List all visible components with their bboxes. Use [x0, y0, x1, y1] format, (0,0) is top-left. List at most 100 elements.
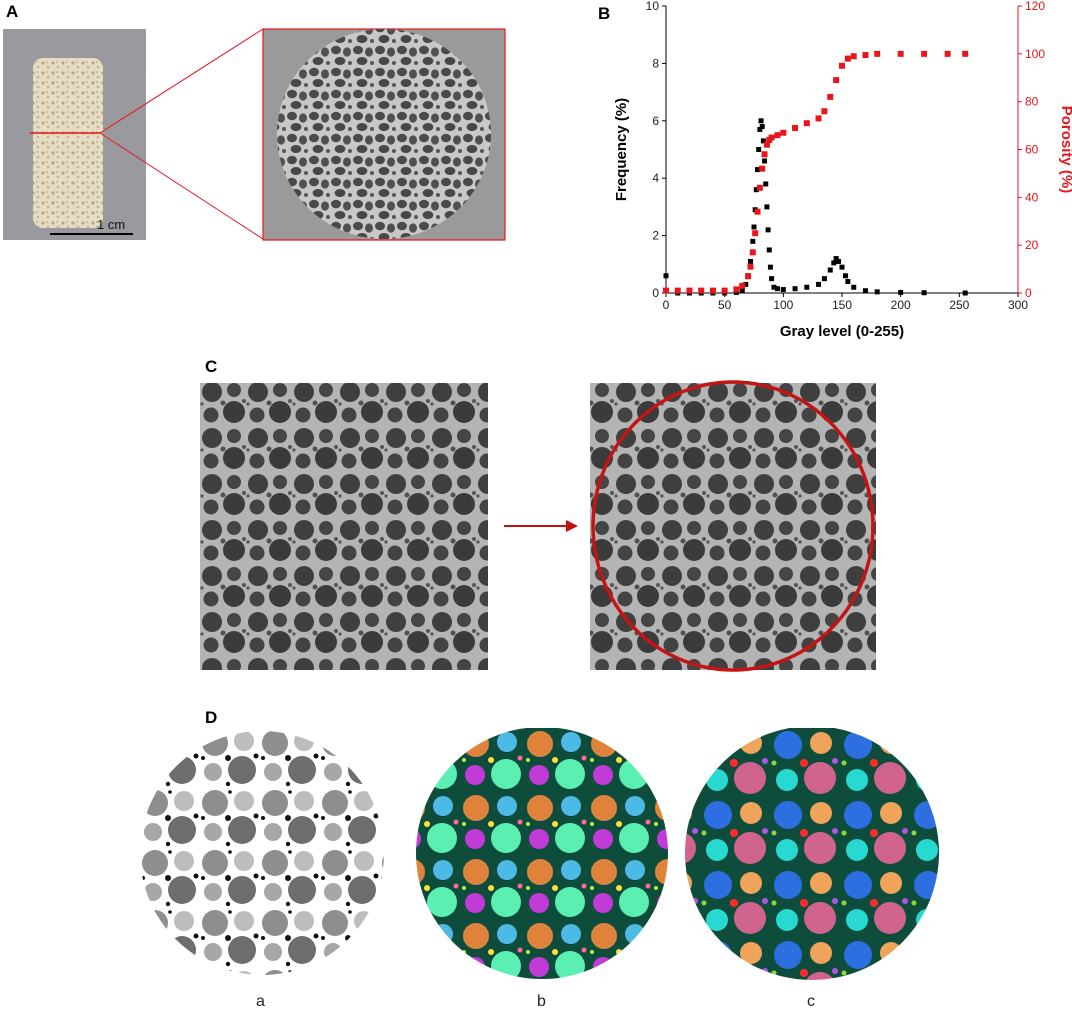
roi-circle	[591, 380, 875, 672]
arrow-head	[566, 520, 578, 532]
porosity-point	[754, 208, 761, 215]
sublabel-a: a	[256, 993, 265, 1010]
frequency-point	[874, 289, 880, 295]
ct-slice-disc	[277, 29, 491, 239]
frequency-point	[827, 267, 833, 273]
oversegmented-color-disc	[416, 728, 668, 979]
frequency-point	[750, 238, 756, 244]
frequency-point	[739, 287, 745, 293]
series-porosity	[663, 50, 969, 294]
y-right-tick-label: 80	[1025, 95, 1039, 109]
porosity-point	[821, 108, 828, 115]
frequency-point	[843, 273, 849, 279]
porosity-point	[827, 93, 834, 100]
x-tick-label: 0	[663, 298, 670, 312]
frequency-point	[767, 264, 773, 270]
frequency-point	[821, 276, 827, 282]
porosity-point	[745, 273, 752, 280]
segmented-grayscale-disc	[140, 731, 384, 975]
frequency-point	[921, 290, 927, 296]
y-right-tick-label: 100	[1025, 47, 1045, 61]
ct-crop-masked	[590, 383, 876, 670]
porosity-point	[833, 77, 840, 84]
series-frequency	[663, 118, 968, 296]
frequency-point	[851, 284, 857, 290]
y-right-axis-title: Porosity (%)	[1058, 106, 1072, 194]
panel-label-d: D	[205, 708, 218, 727]
y-left-tick-label: 4	[652, 171, 659, 185]
frequency-point	[845, 279, 851, 285]
x-tick-label: 50	[718, 298, 732, 312]
x-tick-label: 150	[832, 298, 852, 312]
x-tick-label: 250	[949, 298, 969, 312]
porosity-point	[761, 151, 768, 158]
zoom-line-bottom	[99, 132, 264, 240]
frequency-point	[962, 290, 968, 296]
frequency-point	[743, 281, 749, 287]
x-tick-label: 200	[891, 298, 911, 312]
porosity-point	[962, 50, 969, 57]
frequency-point	[765, 227, 771, 233]
porosity-point	[759, 165, 766, 172]
frequency-point	[862, 288, 868, 294]
y-right-tick-label: 0	[1025, 286, 1032, 300]
porosity-point	[897, 50, 904, 57]
frequency-point	[835, 258, 841, 264]
foam-cylinder	[33, 58, 103, 228]
panel-d-figure	[140, 728, 939, 980]
porosity-point	[686, 287, 693, 294]
frequency-point	[758, 118, 764, 124]
frequency-point	[780, 287, 786, 293]
frequency-point	[756, 147, 762, 152]
porosity-point	[921, 50, 928, 57]
x-axis-title: Gray level (0-255)	[780, 323, 904, 340]
frequency-point	[762, 158, 768, 164]
porosity-point	[709, 287, 716, 294]
y-right-tick-label: 40	[1025, 190, 1039, 204]
y-left-tick-label: 0	[652, 286, 659, 300]
panel-label-b: B	[598, 4, 611, 23]
frequency-point	[764, 204, 770, 210]
porosity-point	[850, 53, 857, 60]
frequency-point	[833, 256, 839, 262]
frequency-point	[816, 281, 822, 287]
porosity-point	[733, 286, 740, 293]
frequency-point	[839, 264, 845, 270]
porosity-point	[792, 124, 799, 131]
porosity-point	[774, 132, 781, 139]
porosity-point	[739, 282, 746, 289]
y-left-tick-label: 2	[652, 229, 659, 243]
frequency-point	[771, 284, 777, 290]
frequency-point	[792, 286, 798, 292]
zoom-line-top	[99, 28, 264, 134]
frequency-point	[774, 286, 780, 292]
y-right-tick-label: 120	[1025, 0, 1045, 13]
frequency-point	[804, 284, 810, 290]
scale-bar-label: 1 cm	[97, 217, 126, 232]
y-left-tick-label: 8	[652, 56, 659, 70]
frequency-point	[759, 124, 765, 130]
panel-a-figure	[3, 28, 506, 241]
porosity-point	[944, 50, 951, 57]
porosity-point	[756, 184, 763, 191]
porosity-point	[763, 141, 770, 148]
porosity-point	[874, 50, 881, 57]
x-tick-label: 100	[773, 298, 793, 312]
porosity-point	[815, 115, 822, 122]
frequency-point	[755, 167, 761, 173]
porosity-point	[803, 120, 810, 127]
y-left-tick-label: 6	[652, 114, 659, 128]
final-labeled-color-disc	[685, 728, 939, 980]
porosity-point	[698, 287, 705, 294]
ct-crop-original	[200, 383, 488, 670]
panel-label-c: C	[205, 357, 218, 376]
frequency-point	[733, 289, 739, 295]
porosity-point	[844, 55, 851, 62]
porosity-point	[749, 249, 756, 256]
sublabel-c: c	[807, 993, 815, 1010]
porosity-point	[721, 287, 728, 294]
porosity-point	[747, 263, 754, 270]
y-left-tick-label: 10	[646, 0, 660, 13]
porosity-point	[752, 230, 759, 237]
panel-c-figure	[200, 380, 876, 672]
